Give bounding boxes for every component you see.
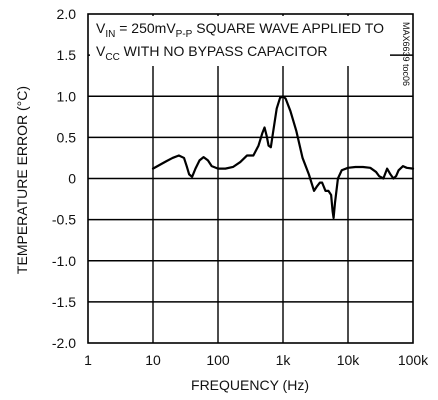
y-axis-title: TEMPERATURE ERROR (°C) xyxy=(14,86,30,274)
series-line xyxy=(151,95,415,220)
y-tick-label: 1.0 xyxy=(57,88,77,104)
y-tick-label: 0.5 xyxy=(57,129,77,145)
y-tick-label: -2.0 xyxy=(52,335,76,351)
y-tick-label: -1.0 xyxy=(52,253,76,269)
x-axis-title: FREQUENCY (Hz) xyxy=(191,377,309,393)
x-tick-label: 1k xyxy=(276,352,292,368)
y-tick-label: -1.5 xyxy=(52,294,76,310)
figure-code: MAX6639 toc06 xyxy=(401,22,411,86)
x-tick-label: 10 xyxy=(145,352,161,368)
y-tick-label: 0 xyxy=(68,171,76,187)
x-tick-label: 100k xyxy=(398,352,429,368)
y-tick-label: -0.5 xyxy=(52,212,76,228)
y-tick-label: 1.5 xyxy=(57,47,77,63)
plot-frame xyxy=(87,13,414,344)
x-tick-label: 100 xyxy=(206,352,230,368)
x-tick-label: 1 xyxy=(84,352,92,368)
annotation-box xyxy=(90,16,390,66)
x-tick-label: 10k xyxy=(337,352,361,368)
y-tick-label: 2.0 xyxy=(57,6,77,22)
annotation-line-1: VIN = 250mVP-P SQUARE WAVE APPLIED TO xyxy=(96,20,384,40)
tick-labels: 1 10 100 1k 10k 100k 2.0 1.5 1.0 0.5 0 -0.5 -1.0 -1.5… xyxy=(52,6,429,368)
annotation-line-2: VCC WITH NO BYPASS CAPACITOR xyxy=(96,43,328,63)
